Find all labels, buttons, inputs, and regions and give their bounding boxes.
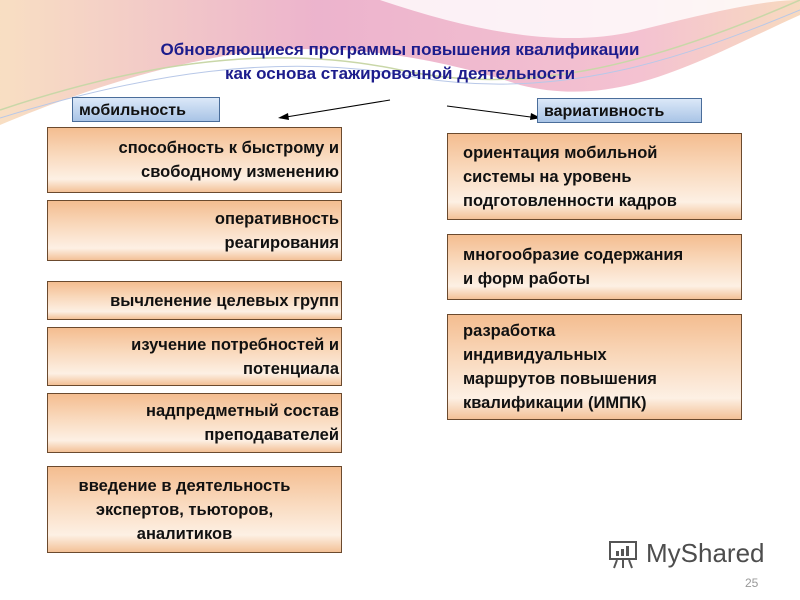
box-text-line: изучение потребностей и <box>131 335 339 354</box>
left-box-3: вычленение целевых групп <box>47 281 342 320</box>
box-text-line: вычленение целевых групп <box>110 291 339 310</box>
label-mobility: мобильность <box>72 97 220 122</box>
watermark-text: MyShared <box>646 538 765 568</box>
left-box-1: способность к быстрому и свободному измен… <box>47 127 342 193</box>
arrow-right <box>446 105 539 119</box>
box-text-line: реагирования <box>224 233 339 252</box>
box-text-line: экспертов, тьюторов, <box>95 500 274 519</box>
box-text-line: надпредметный состав <box>146 402 339 420</box>
left-box-4: изучение потребностей и потенциала <box>47 327 342 386</box>
box-text-line: многообразие содержания <box>463 246 684 264</box>
box-text-line: маршрутов повышения <box>463 370 657 388</box>
box-text-line: квалификации (ИМПК) <box>463 394 647 412</box>
box-text-line: преподавателей <box>204 426 339 444</box>
right-box-3: разработка индивидуальных маршрутов повыше… <box>447 314 742 420</box>
title-line-2: как основа стажировочной деятельности <box>224 64 576 83</box>
box-text-line: свободному изменению <box>141 163 339 181</box>
presentation-board-icon <box>609 540 637 568</box>
myshared-watermark: MyShared <box>606 538 765 569</box>
box-text-line: подготовленности кадров <box>463 191 677 210</box>
right-box-2: многообразие содержания и форм работы <box>447 234 742 300</box>
box-text-line: и форм работы <box>463 270 590 288</box>
page-number: 25 <box>745 576 759 590</box>
box-text-line: разработка <box>463 322 556 340</box>
label-variability: вариативность <box>537 98 702 123</box>
box-text-line: потенциала <box>243 359 339 378</box>
box-text-line: аналитиков <box>136 524 233 543</box>
box-text-line: ориентация мобильной <box>463 143 658 162</box>
box-text-line: введение в деятельность <box>78 476 291 495</box>
title-line-1: Обновляющиеся программы повышения квалиф… <box>160 40 640 59</box>
box-text-line: способность к быстрому и <box>118 139 339 157</box>
left-box-6: введение в деятельность экспертов, тьютор… <box>47 466 342 553</box>
left-box-5: надпредметный состав преподавателей <box>47 393 342 453</box>
arrow-left <box>279 99 391 119</box>
left-box-2: оперативность реагирования <box>47 200 342 261</box>
box-text-line: системы на уровень <box>463 167 632 186</box>
box-text-line: оперативность <box>214 209 339 228</box>
box-text-line: индивидуальных <box>463 346 607 364</box>
right-box-1: ориентация мобильной системы на уровень по… <box>447 133 742 220</box>
